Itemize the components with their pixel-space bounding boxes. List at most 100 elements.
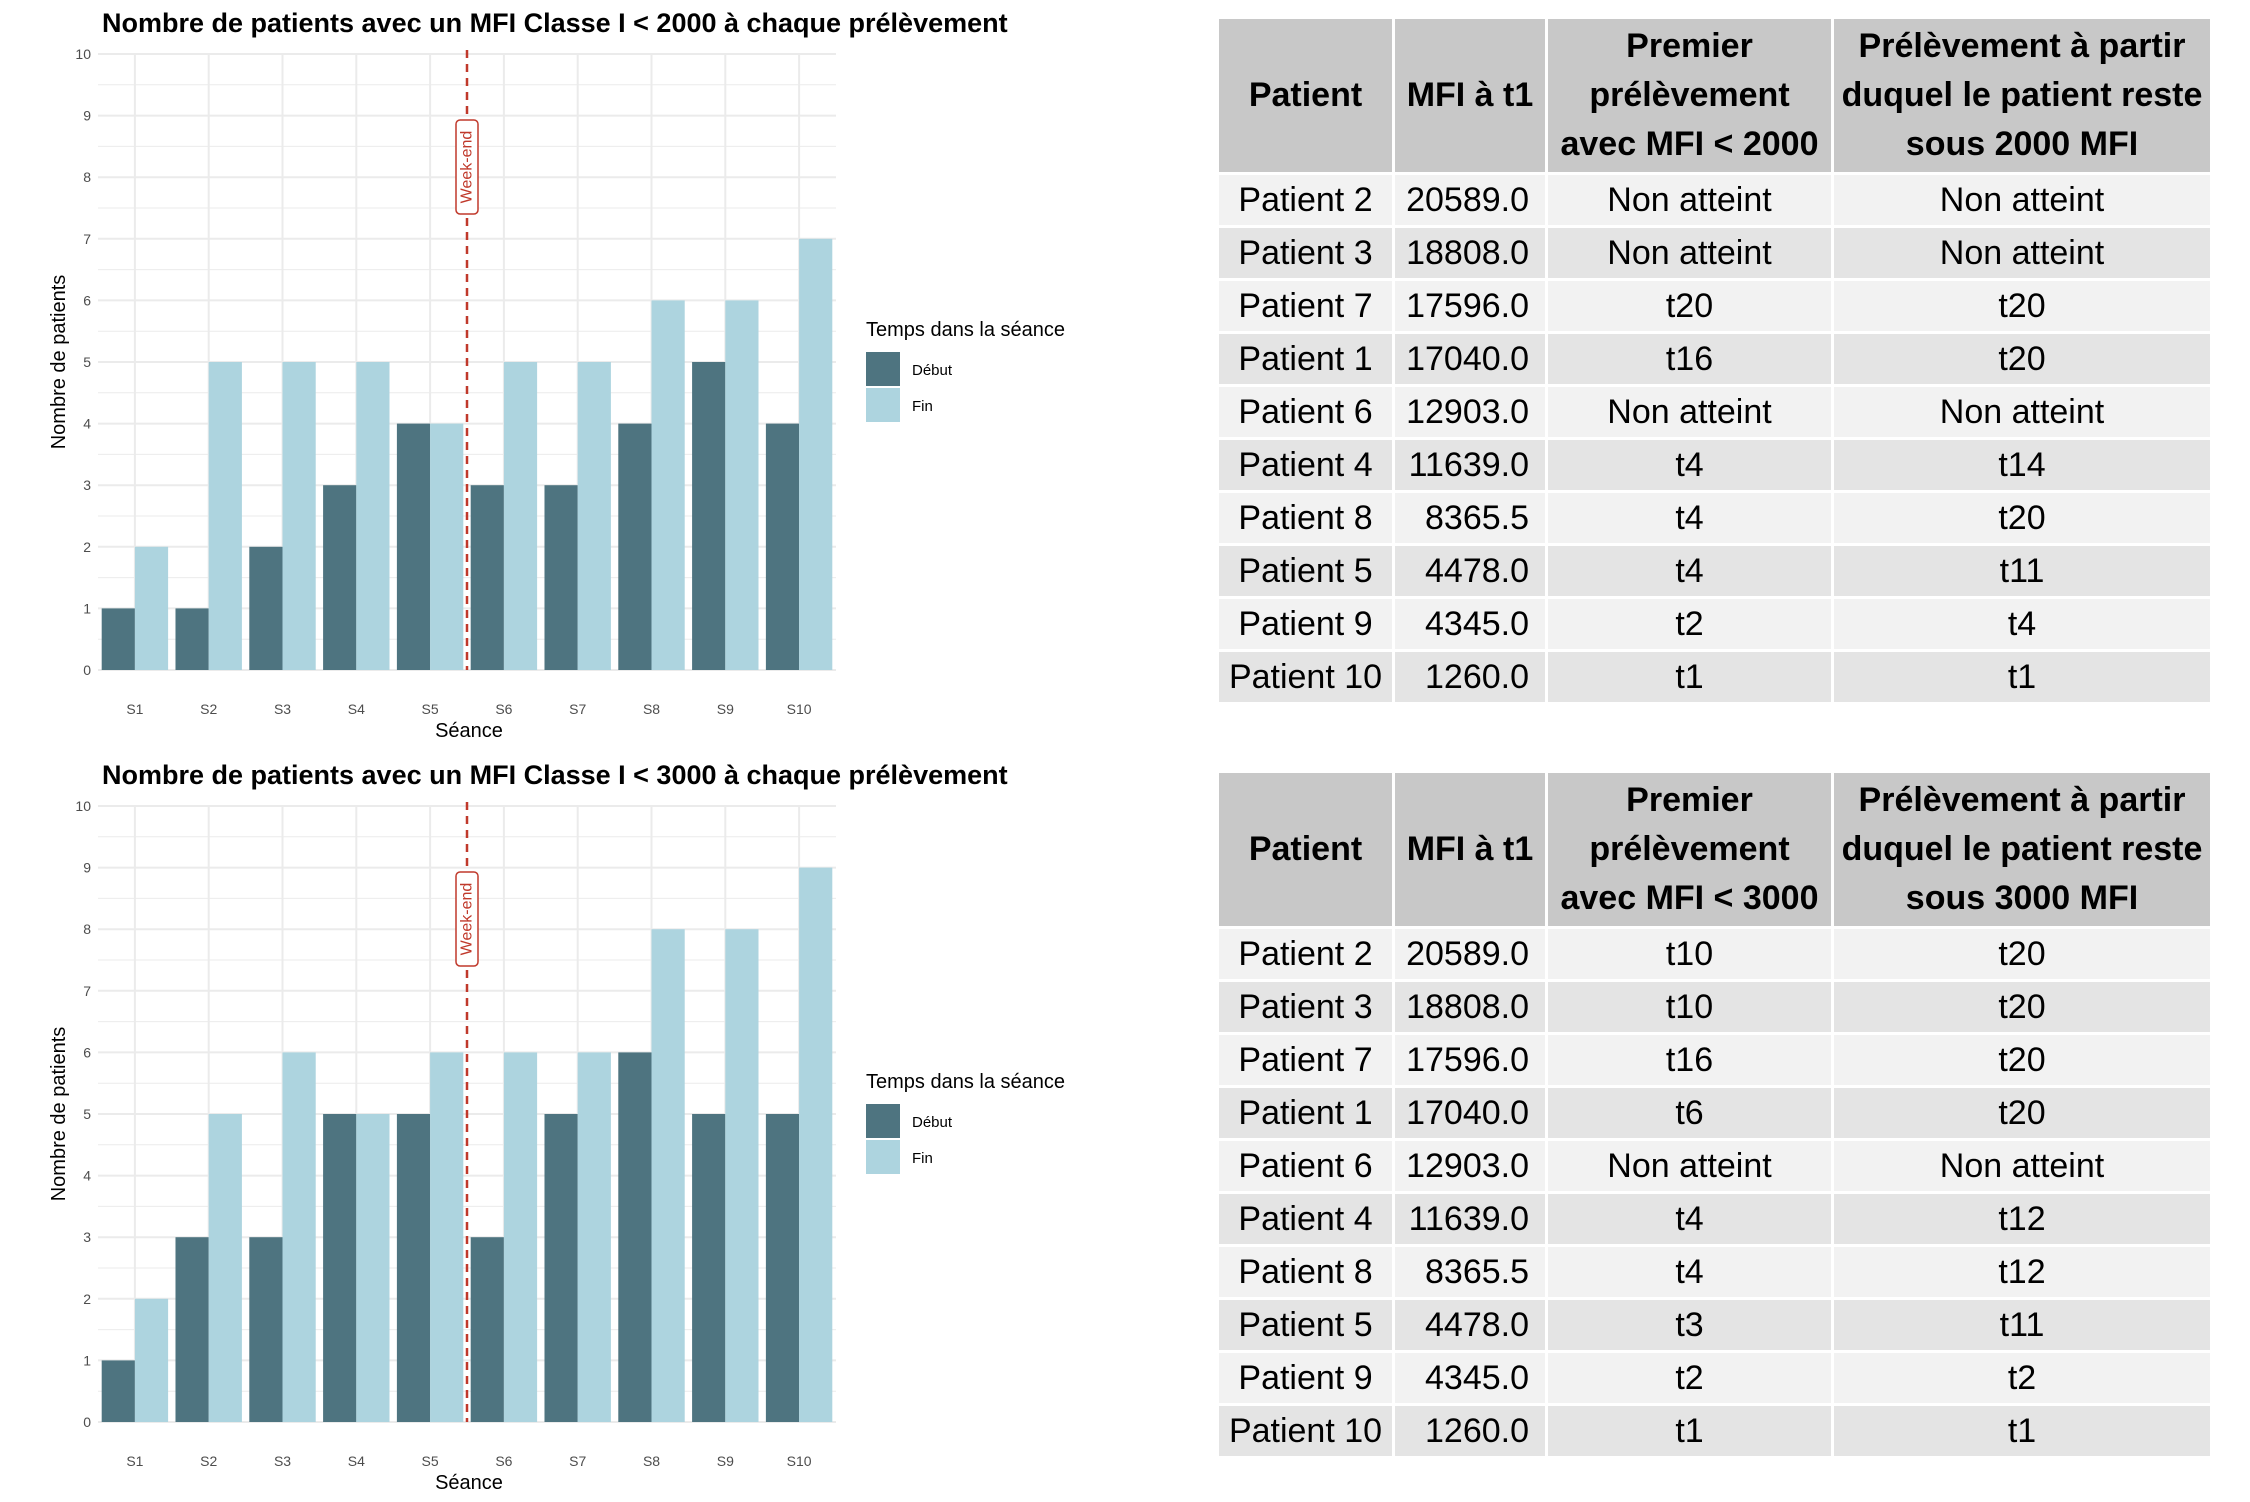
patient-cell: Patient 1 <box>1216 1085 1395 1141</box>
patient-cell: Patient 1 <box>1216 331 1395 387</box>
header-mfi-t1: MFI à t1 <box>1392 770 1548 929</box>
first-sample-cell: t4 <box>1545 437 1834 493</box>
stays-below-cell: t2 <box>1831 1350 2213 1406</box>
table-row: Patient 7 17596.0 t20 t20 <box>1216 278 2213 334</box>
bar-debut-s7 <box>544 485 578 670</box>
bar-fin-s9 <box>725 929 759 1422</box>
first-sample-cell: Non atteint <box>1545 225 1834 281</box>
first-sample-cell: t4 <box>1545 1244 1834 1300</box>
stays-below-cell: t12 <box>1831 1191 2213 1247</box>
mfi-cell: 12903.0 <box>1392 384 1548 440</box>
first-sample-cell: t20 <box>1545 278 1834 334</box>
x-tick-label: S5 <box>422 701 439 717</box>
bar-fin-s6 <box>503 1052 538 1422</box>
legend-label-fin: Fin <box>912 1150 933 1167</box>
y-tick-label: 5 <box>83 1106 91 1122</box>
table-row: Patient 6 12903.0 Non atteint Non atteint <box>1216 384 2213 440</box>
x-tick-label: S7 <box>569 701 586 717</box>
bar-debut-s9 <box>692 362 726 670</box>
patient-cell: Patient 8 <box>1216 490 1395 546</box>
patient-cell: Patient 5 <box>1216 543 1395 599</box>
patient-cell: Patient 10 <box>1216 1403 1395 1459</box>
bar-fin-s7 <box>577 362 611 670</box>
bar-fin-s1 <box>134 1298 169 1422</box>
patient-cell: Patient 7 <box>1216 278 1395 334</box>
mfi-cell: 4345.0 <box>1392 596 1548 652</box>
stays-below-cell: t1 <box>1831 649 2213 705</box>
bar-debut-s8 <box>618 423 652 670</box>
bar-fin-s7 <box>577 1052 611 1422</box>
y-tick-label: 6 <box>83 292 91 308</box>
bar-debut-s8 <box>618 1052 652 1422</box>
patient-cell: Patient 6 <box>1216 384 1395 440</box>
mfi-cell: 1260.0 <box>1392 1403 1548 1459</box>
table-row: Patient 4 11639.0 t4 t14 <box>1216 437 2213 493</box>
patient-cell: Patient 4 <box>1216 1191 1395 1247</box>
legend-label-debut: Début <box>912 1114 953 1131</box>
patient-cell: Patient 8 <box>1216 1244 1395 1300</box>
x-axis-title: Séance <box>435 1472 503 1494</box>
first-sample-cell: Non atteint <box>1545 172 1834 228</box>
table-row: Patient 10 1260.0 t1 t1 <box>1216 649 2213 705</box>
y-tick-label: 1 <box>83 1352 91 1368</box>
x-tick-label: S9 <box>717 1453 734 1469</box>
mfi-cell: 11639.0 <box>1392 437 1548 493</box>
table-mfi-3000: Patient MFI à t1 Premier prélèvement ave… <box>1216 770 2213 1459</box>
y-axis-title: Nombre de patients <box>48 1027 70 1202</box>
stays-below-cell: t4 <box>1831 596 2213 652</box>
bar-debut-s10 <box>765 1114 800 1422</box>
bar-debut-s6 <box>470 1237 504 1422</box>
table-row: Patient 8 8365.5 t4 t12 <box>1216 1244 2213 1300</box>
mfi-cell: 8365.5 <box>1392 490 1548 546</box>
first-sample-cell: t1 <box>1545 1403 1834 1459</box>
y-axis-title: Nombre de patients <box>48 275 70 450</box>
mfi-cell: 4478.0 <box>1392 543 1548 599</box>
stays-below-cell: t1 <box>1831 1403 2213 1459</box>
first-sample-cell: t3 <box>1545 1297 1834 1353</box>
patient-cell: Patient 4 <box>1216 437 1395 493</box>
mfi-cell: 11639.0 <box>1392 1191 1548 1247</box>
legend-title: Temps dans la séance <box>866 319 1065 341</box>
mfi-cell: 17596.0 <box>1392 1032 1548 1088</box>
weekend-label-box <box>455 119 479 215</box>
y-tick-label: 8 <box>83 169 91 185</box>
header-mfi-t1: MFI à t1 <box>1392 16 1548 175</box>
first-sample-cell: t10 <box>1545 926 1834 982</box>
y-tick-label: 1 <box>83 600 91 616</box>
patient-cell: Patient 10 <box>1216 649 1395 705</box>
table-row: Patient 1 17040.0 t16 t20 <box>1216 331 2213 387</box>
table-row: Patient 4 11639.0 t4 t12 <box>1216 1191 2213 1247</box>
y-tick-label: 3 <box>83 1229 91 1245</box>
patient-cell: Patient 6 <box>1216 1138 1395 1194</box>
first-sample-cell: t2 <box>1545 1350 1834 1406</box>
x-tick-label: S1 <box>126 701 143 717</box>
y-tick-label: 7 <box>83 231 91 247</box>
x-tick-label: S4 <box>348 701 365 717</box>
y-tick-label: 2 <box>83 1291 91 1307</box>
bar-fin-s4 <box>356 362 390 670</box>
header-patient: Patient <box>1216 16 1395 175</box>
x-tick-label: S6 <box>495 701 512 717</box>
legend-swatch-fin <box>866 1140 900 1174</box>
y-tick-label: 7 <box>83 983 91 999</box>
stays-below-cell: Non atteint <box>1831 1138 2213 1194</box>
x-tick-label: S8 <box>643 1453 660 1469</box>
bar-debut-s7 <box>544 1114 578 1422</box>
bar-fin-s10 <box>799 238 833 671</box>
bar-fin-s5 <box>430 1052 464 1422</box>
bar-debut-s5 <box>396 1114 431 1422</box>
table-row: Patient 6 12903.0 Non atteint Non atteint <box>1216 1138 2213 1194</box>
header-first-sample: Premier prélèvement avec MFI < 2000 <box>1545 16 1834 175</box>
stays-below-cell: Non atteint <box>1831 384 2213 440</box>
x-tick-label: S8 <box>643 701 660 717</box>
stays-below-cell: Non atteint <box>1831 225 2213 281</box>
bar-debut-s1 <box>101 1360 135 1422</box>
bar-fin-s2 <box>208 362 242 670</box>
bar-debut-s3 <box>249 546 283 670</box>
x-tick-label: S1 <box>126 1453 143 1469</box>
y-tick-label: 9 <box>83 860 91 876</box>
mfi-cell: 18808.0 <box>1392 979 1548 1035</box>
first-sample-cell: Non atteint <box>1545 1138 1834 1194</box>
bar-debut-s3 <box>249 1237 283 1422</box>
stays-below-cell: t14 <box>1831 437 2213 493</box>
